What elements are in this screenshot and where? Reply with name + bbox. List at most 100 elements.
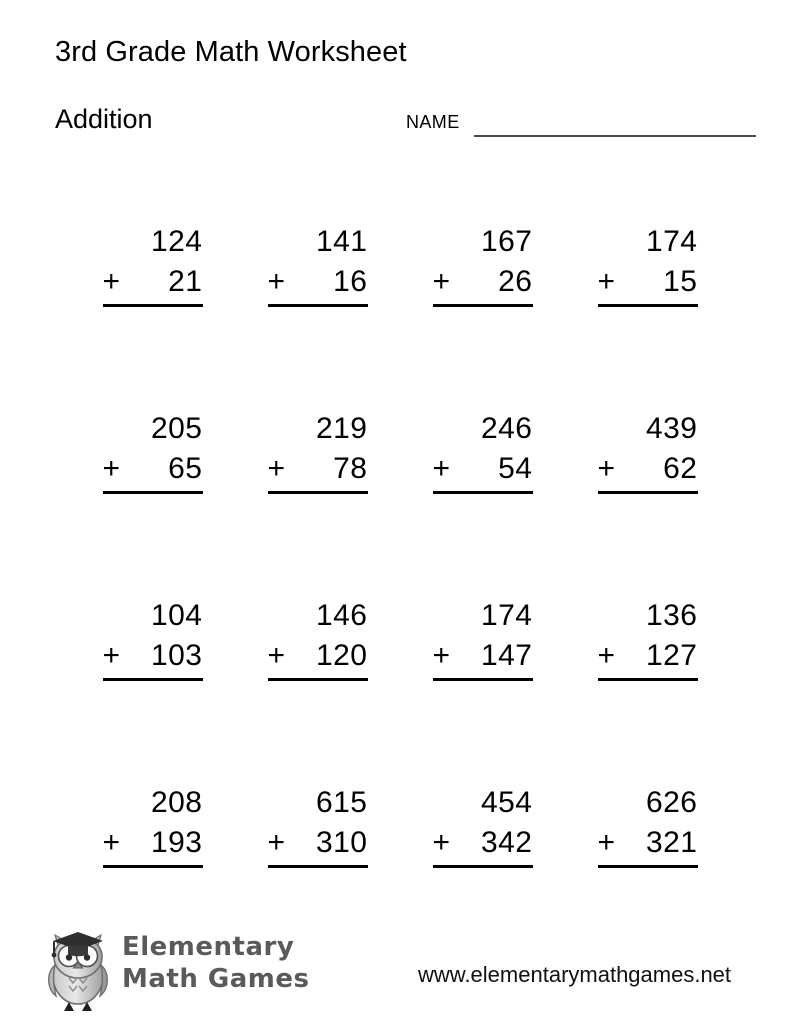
answer-line[interactable] [102, 491, 203, 494]
addend-bottom: 21 [168, 265, 203, 298]
addend-bottom: 321 [645, 826, 698, 859]
addend-bottom: 147 [480, 639, 533, 672]
answer-line[interactable] [432, 304, 533, 307]
addend-bottom-line: + 26 [433, 262, 533, 302]
problem-row: 124 + 21 141 + 16 167 + [70, 222, 730, 409]
answer-line[interactable] [432, 678, 533, 681]
name-field-block: NAME [406, 112, 756, 142]
answer-line[interactable] [102, 865, 203, 868]
addend-top: 124 [150, 225, 203, 258]
logo-line-1: Elementary [122, 932, 295, 962]
addend-bottom-line: + 16 [268, 262, 368, 302]
problem-item: 141 + 16 [235, 222, 400, 409]
answer-line[interactable] [597, 491, 698, 494]
addend-bottom-line: + 65 [103, 449, 203, 489]
addend-bottom: 26 [498, 265, 533, 298]
operator-plus: + [267, 639, 286, 672]
addend-top: 167 [480, 225, 533, 258]
operator-plus: + [432, 265, 451, 298]
addend-bottom-line: + 54 [433, 449, 533, 489]
addend-top: 141 [315, 225, 368, 258]
addend-bottom-line: + 103 [103, 636, 203, 676]
addend-top: 626 [645, 786, 698, 819]
addend-bottom-line: + 147 [433, 636, 533, 676]
addend-bottom-line: + 21 [103, 262, 203, 302]
operator-plus: + [597, 639, 616, 672]
operator-plus: + [267, 452, 286, 485]
addend-top: 439 [645, 412, 698, 445]
problem-item: 167 + 26 [400, 222, 565, 409]
addend-bottom-line: + 62 [598, 449, 698, 489]
answer-line[interactable] [597, 678, 698, 681]
addend-bottom-line: + 310 [268, 823, 368, 863]
problem-item: 454 + 342 [400, 783, 565, 970]
addend-top: 219 [315, 412, 368, 445]
answer-line[interactable] [432, 865, 533, 868]
problem-item: 205 + 65 [70, 409, 235, 596]
operator-plus: + [432, 639, 451, 672]
addend-bottom-line: + 342 [433, 823, 533, 863]
addend-top: 454 [480, 786, 533, 819]
problem-item: 146 + 120 [235, 596, 400, 783]
answer-line[interactable] [267, 865, 368, 868]
addend-bottom-line: + 120 [268, 636, 368, 676]
answer-line[interactable] [432, 491, 533, 494]
addend-bottom: 62 [663, 452, 698, 485]
answer-line[interactable] [597, 865, 698, 868]
problem-item: 439 + 62 [565, 409, 730, 596]
addend-bottom: 310 [315, 826, 368, 859]
page-title: 3rd Grade Math Worksheet [55, 36, 407, 68]
logo-line-2: Math Games [122, 964, 310, 994]
addend-top: 205 [150, 412, 203, 445]
answer-line[interactable] [267, 304, 368, 307]
problems-grid: 124 + 21 141 + 16 167 + [70, 222, 730, 970]
addend-top: 174 [480, 599, 533, 632]
addend-bottom: 16 [333, 265, 368, 298]
addend-top: 136 [645, 599, 698, 632]
operator-plus: + [432, 452, 451, 485]
problem-item: 174 + 15 [565, 222, 730, 409]
addend-bottom: 342 [480, 826, 533, 859]
answer-line[interactable] [597, 304, 698, 307]
problem-item: 626 + 321 [565, 783, 730, 970]
addend-bottom: 193 [150, 826, 203, 859]
operator-plus: + [267, 265, 286, 298]
problem-row: 104 + 103 146 + 120 174 [70, 596, 730, 783]
site-url: www.elementarymathgames.net [418, 962, 732, 987]
addend-bottom: 65 [168, 452, 203, 485]
addend-top: 174 [645, 225, 698, 258]
answer-line[interactable] [267, 491, 368, 494]
operator-plus: + [102, 826, 121, 859]
addend-bottom-line: + 321 [598, 823, 698, 863]
addend-bottom: 78 [333, 452, 368, 485]
problem-item: 219 + 78 [235, 409, 400, 596]
graduate-owl-icon [38, 921, 118, 1013]
problem-item: 136 + 127 [565, 596, 730, 783]
addend-bottom: 127 [645, 639, 698, 672]
addend-bottom-line: + 127 [598, 636, 698, 676]
problem-item: 124 + 21 [70, 222, 235, 409]
addend-top: 146 [315, 599, 368, 632]
answer-line[interactable] [267, 678, 368, 681]
worksheet-topic: Addition [55, 104, 153, 134]
logo-wordmark: Elementary Math Games [122, 931, 310, 995]
operator-plus: + [597, 452, 616, 485]
operator-plus: + [102, 265, 121, 298]
addend-top: 246 [480, 412, 533, 445]
addend-top: 615 [315, 786, 368, 819]
addend-bottom: 103 [150, 639, 203, 672]
addend-top: 208 [150, 786, 203, 819]
problem-row: 205 + 65 219 + 78 246 + [70, 409, 730, 596]
operator-plus: + [432, 826, 451, 859]
problem-row: 208 + 193 615 + 310 454 [70, 783, 730, 970]
name-label: NAME [406, 112, 460, 132]
name-write-line[interactable] [474, 135, 756, 137]
answer-line[interactable] [102, 678, 203, 681]
operator-plus: + [102, 639, 121, 672]
site-logo: Elementary Math Games [38, 921, 309, 1013]
addend-bottom: 54 [498, 452, 533, 485]
problem-item: 104 + 103 [70, 596, 235, 783]
answer-line[interactable] [102, 304, 203, 307]
problem-item: 174 + 147 [400, 596, 565, 783]
addend-bottom: 15 [663, 265, 698, 298]
